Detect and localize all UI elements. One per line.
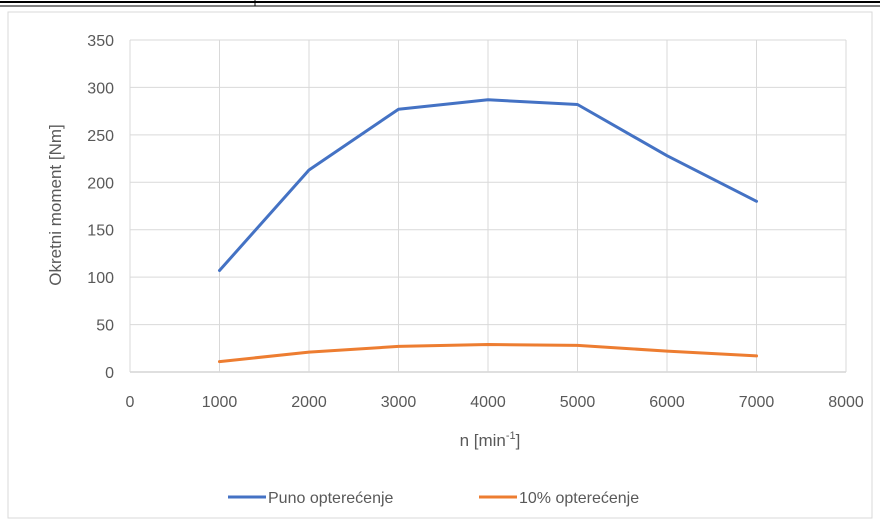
- y-tick-label: 0: [105, 365, 114, 382]
- x-tick-label: 8000: [828, 394, 864, 411]
- y-tick-label: 300: [87, 80, 114, 97]
- y-axis-label: Okretni moment [Nm]: [46, 124, 65, 286]
- x-tick-label: 7000: [739, 394, 775, 411]
- x-tick-label: 3000: [381, 394, 417, 411]
- x-axis-label-end: ]: [516, 431, 521, 450]
- x-axis-label-base: n [min: [460, 431, 506, 450]
- x-tick-label: 4000: [470, 394, 506, 411]
- y-tick-label: 200: [87, 175, 114, 192]
- x-tick-label: 6000: [649, 394, 685, 411]
- legend-label-10: 10% opterećenje: [519, 490, 639, 507]
- x-tick-label: 0: [126, 394, 135, 411]
- legend-label-puno: Puno opterećenje: [268, 490, 394, 507]
- y-tick-label: 250: [87, 128, 114, 145]
- y-tick-label: 100: [87, 270, 114, 287]
- y-tick-label: 50: [96, 318, 114, 335]
- y-tick-label: 150: [87, 223, 114, 240]
- x-axis-label-sup: -1: [506, 430, 516, 442]
- x-tick-label: 1000: [202, 394, 238, 411]
- x-tick-label: 2000: [291, 394, 327, 411]
- y-tick-label: 350: [87, 33, 114, 50]
- x-tick-label: 5000: [560, 394, 596, 411]
